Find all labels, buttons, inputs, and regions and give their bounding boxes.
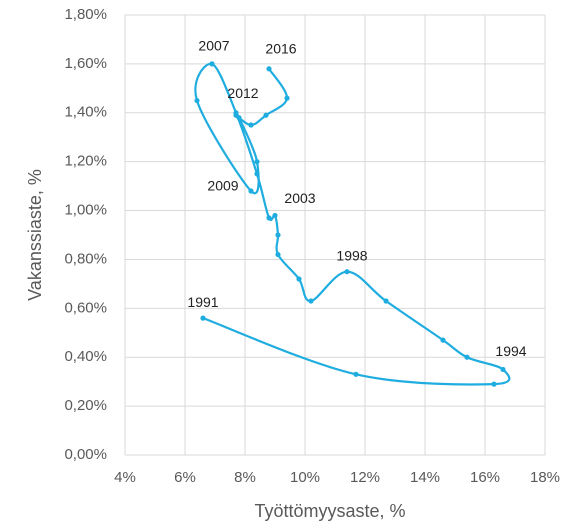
data-point [200, 315, 206, 321]
y-tick-label: 0,60% [64, 299, 107, 316]
point-label: 2016 [265, 40, 296, 56]
data-point [383, 298, 389, 304]
y-tick-label: 1,20% [64, 153, 107, 170]
series-line [194, 62, 511, 386]
y-tick-label: 0,00% [64, 446, 107, 463]
point-label: 1998 [336, 247, 367, 263]
data-point [248, 122, 254, 128]
x-tick-label: 14% [410, 469, 440, 486]
x-tick-label: 18% [530, 469, 560, 486]
data-point [272, 212, 278, 219]
y-axis-title: Vakanssiaste, % [25, 169, 45, 301]
point-label: 2003 [284, 190, 315, 206]
x-tick-label: 4% [114, 469, 136, 486]
data-point [353, 371, 359, 377]
data-point [194, 97, 200, 104]
data-point [500, 366, 506, 373]
data-point [263, 112, 269, 118]
data-point [440, 337, 446, 343]
point-label: 1991 [187, 294, 218, 310]
x-tick-label: 6% [174, 469, 196, 486]
data-point [284, 95, 290, 101]
x-axis-title: Työttömyysaste, % [254, 501, 405, 521]
data-point [209, 61, 215, 67]
data-point [296, 276, 302, 282]
data-point [308, 298, 314, 304]
x-tick-label: 16% [470, 469, 500, 486]
point-label: 2007 [198, 38, 229, 54]
y-tick-label: 0,80% [64, 250, 107, 267]
data-point [275, 251, 281, 258]
data-point [275, 232, 281, 238]
data-point [266, 66, 272, 72]
data-point [491, 381, 497, 387]
x-tick-label: 12% [350, 469, 380, 486]
data-point [233, 112, 239, 118]
y-tick-label: 0,40% [64, 348, 107, 365]
point-label: 1994 [495, 343, 526, 359]
y-tick-label: 1,80% [64, 6, 107, 23]
y-tick-label: 1,40% [64, 104, 107, 121]
point-label: 2012 [227, 85, 258, 101]
data-point [254, 171, 260, 177]
data-point [248, 188, 254, 194]
x-tick-label: 8% [234, 469, 256, 486]
data-point [464, 354, 470, 360]
data-point [266, 215, 272, 221]
data-point [344, 269, 350, 275]
point-label: 2009 [207, 178, 238, 194]
y-tick-label: 1,00% [64, 202, 107, 219]
x-tick-label: 10% [290, 469, 320, 486]
y-tick-label: 1,60% [64, 55, 107, 72]
data-point [254, 159, 260, 165]
y-tick-label: 0,20% [64, 397, 107, 414]
